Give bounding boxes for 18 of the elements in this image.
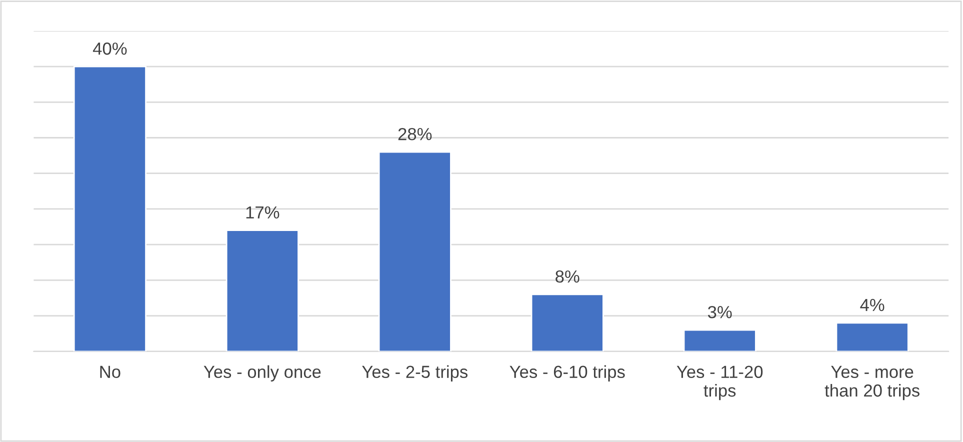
bar: [73, 66, 146, 352]
x-tick-label: Yes - only once: [204, 365, 321, 382]
bar: [378, 151, 452, 352]
x-tick-label: No: [100, 366, 120, 378]
x-tick-label: Yes - more than 20 trips: [824, 366, 920, 400]
data-label: 8%: [556, 270, 580, 283]
bar: [226, 230, 299, 352]
data-label: 40%: [92, 42, 127, 55]
x-tick-label: Yes - 2-5 trips: [362, 365, 468, 382]
bar: [530, 294, 604, 352]
bar: [683, 329, 756, 352]
data-label: 28%: [398, 128, 432, 140]
data-label: 17%: [246, 206, 280, 218]
x-tick-label: Yes - 11-20 trips: [676, 366, 763, 400]
x-tick-label: Yes - 6-10 trips: [510, 365, 625, 382]
data-label: 3%: [708, 306, 732, 318]
bar: [836, 322, 909, 352]
data-label: 4%: [860, 298, 884, 312]
